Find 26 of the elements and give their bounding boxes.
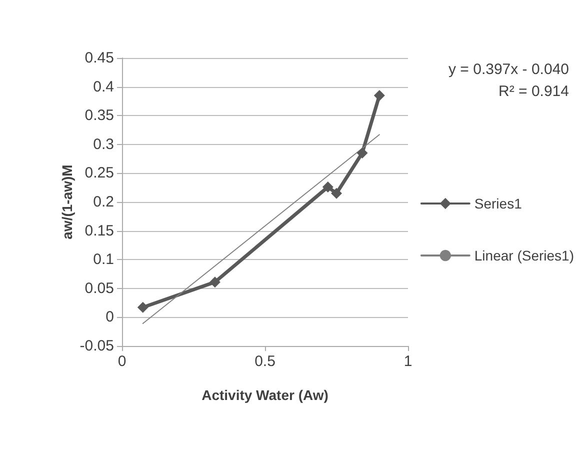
y-tick-label: -0.05	[80, 338, 114, 354]
x-tick-label: 0.5	[254, 353, 276, 370]
y-tick-label: 0.3	[93, 136, 114, 153]
text: y = 0.397x - 0.040	[448, 61, 569, 78]
legend-label: Series1	[474, 196, 522, 212]
x-axis-title: Activity Water (Aw)	[202, 387, 328, 403]
y-tick-label: 0.4	[93, 78, 114, 96]
point	[322, 182, 334, 193]
point	[209, 276, 220, 288]
point	[374, 90, 385, 101]
y-tick-label: 0.45	[84, 50, 114, 66]
y-tick-label: 0.05	[84, 280, 114, 297]
y-tick-label: 0	[106, 308, 114, 326]
y-tick-label: 0.35	[84, 107, 114, 124]
point	[331, 188, 342, 199]
y-tick-label: 0.25	[84, 164, 114, 182]
y-tick-label: 0.15	[84, 222, 114, 240]
point	[356, 148, 368, 159]
y-axis-title: aw/(1-aw)M	[59, 164, 75, 240]
legend-label: Linear (Series1)	[474, 248, 574, 264]
y-tick-label: 0.2	[93, 194, 114, 210]
x-tick-label: 0	[118, 353, 126, 370]
point	[137, 302, 148, 313]
text: R² = 0.914	[498, 83, 570, 100]
x-tick-label: 1	[404, 353, 412, 370]
y-tick-label: 0.1	[93, 251, 114, 268]
